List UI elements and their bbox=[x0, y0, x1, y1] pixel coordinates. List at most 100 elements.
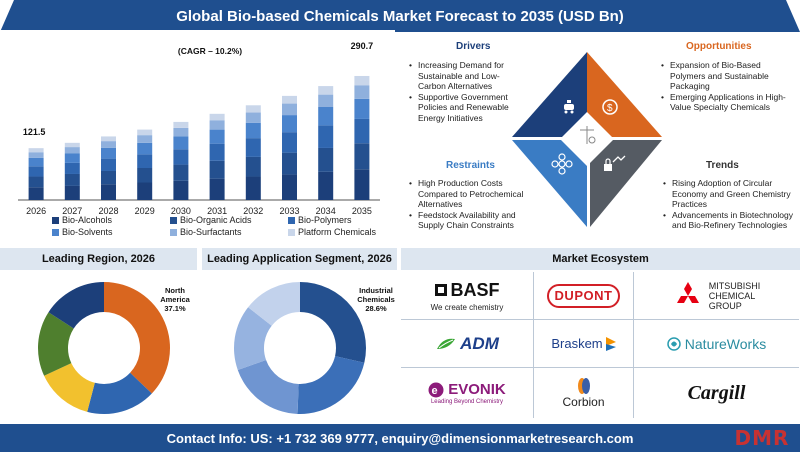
driver-item: Supportive Government Policies and Renew… bbox=[408, 92, 526, 124]
driver-item: Increasing Demand for Sustainable and Lo… bbox=[408, 60, 526, 92]
bar-segment-bio-solvents bbox=[64, 153, 80, 163]
bar-segment-bio-polymers bbox=[173, 149, 189, 165]
legend-swatch bbox=[288, 228, 295, 236]
mitsubishi-line2: CHEMICAL bbox=[708, 290, 756, 301]
evonik-e-icon: e bbox=[428, 382, 444, 397]
basf-logo: BASF We create chemistry bbox=[401, 272, 534, 320]
legend-swatch bbox=[170, 228, 177, 236]
bar-segment-platform-chemicals bbox=[101, 136, 116, 142]
donut-slice bbox=[234, 307, 272, 370]
bar-segment-bio-surfactants bbox=[173, 127, 189, 137]
trends-quadrant bbox=[590, 140, 662, 227]
legend-item: Bio-Organic Acids bbox=[170, 215, 288, 225]
bar-segment-platform-chemicals bbox=[245, 105, 261, 113]
application-heading: Leading Application Segment, 2026 bbox=[202, 248, 397, 270]
bar-segment-platform-chemicals bbox=[318, 86, 334, 95]
natureworks-swirl-icon bbox=[667, 336, 681, 351]
bar-segment-bio-surfactants bbox=[282, 103, 297, 116]
evonik-tagline: Leading Beyond Chemistry bbox=[430, 399, 504, 405]
bar-segment-bio-polymers bbox=[245, 138, 261, 157]
trend-item: Advancements in Biotechnology and Bio-Re… bbox=[662, 210, 794, 231]
braskem-name: Braskem bbox=[551, 336, 603, 351]
legend-swatch bbox=[52, 216, 59, 224]
donut-slice bbox=[87, 372, 152, 414]
trend-item: Rising Adoption of Circular Economy and … bbox=[662, 178, 794, 210]
bar-segment-bio-polymers bbox=[28, 166, 44, 177]
bar-segment-bio-alcohols bbox=[282, 174, 297, 200]
region-donut-chart bbox=[38, 282, 171, 414]
bar-segment-bio-alcohols bbox=[209, 178, 225, 200]
bar-segment-bio-solvents bbox=[101, 147, 116, 159]
bar-segment-bio-surfactants bbox=[354, 85, 370, 99]
bar-segment-bio-alcohols bbox=[137, 182, 153, 200]
bar-segment-bio-organic-acids bbox=[137, 168, 153, 183]
basf-tagline: We create chemistry bbox=[430, 302, 504, 312]
bar-segment-bio-polymers bbox=[354, 118, 370, 144]
corbion-logo: Corbion bbox=[534, 368, 634, 418]
last-value-label: 290.7 bbox=[351, 41, 374, 51]
donut-slice bbox=[300, 282, 366, 363]
bar-segment-bio-alcohols bbox=[173, 180, 189, 200]
legend-item: Bio-Alcohols bbox=[52, 215, 170, 225]
bar-segment-bio-organic-acids bbox=[64, 173, 80, 186]
bar-segment-bio-alcohols bbox=[28, 187, 44, 200]
donut-slice bbox=[48, 282, 104, 329]
bar-segment-platform-chemicals bbox=[28, 148, 44, 153]
bar-segment-bio-polymers bbox=[137, 154, 153, 168]
bar-segment-bio-solvents bbox=[282, 115, 297, 133]
donut-slice bbox=[104, 282, 171, 394]
drivers-quadrant bbox=[512, 52, 587, 137]
braskem-shape-icon bbox=[605, 336, 616, 351]
bar-segment-bio-solvents bbox=[245, 122, 261, 139]
bar-segment-platform-chemicals bbox=[173, 121, 189, 128]
x-tick-label: 2034 bbox=[316, 206, 336, 216]
corbion-name: Corbion bbox=[562, 395, 605, 409]
bar-segment-bio-polymers bbox=[282, 132, 297, 153]
legend-swatch bbox=[170, 216, 177, 224]
opportunity-item: Emerging Applications in High-Value Spec… bbox=[660, 92, 790, 113]
market-forecast-bar-chart: 2026 2027 2028 2029 2030 2031 2032 2033 2034 2035… bbox=[0, 30, 395, 245]
bar-segment-bio-solvents bbox=[137, 142, 153, 155]
bar-segment-platform-chemicals bbox=[282, 95, 297, 104]
x-tick-label: 2028 bbox=[98, 206, 118, 216]
bar-segment-bio-organic-acids bbox=[209, 160, 225, 179]
legend-item: Platform Chemicals bbox=[288, 227, 398, 237]
natureworks-name: NatureWorks bbox=[684, 335, 767, 352]
trends-list: Rising Adoption of Circular Economy and … bbox=[662, 178, 794, 231]
restraints-list: High Production Costs Compared to Petroc… bbox=[408, 178, 526, 231]
donut-slice bbox=[248, 282, 300, 326]
region-label-value: 37.1% bbox=[164, 304, 186, 313]
adm-leaf-icon bbox=[437, 338, 456, 349]
legend-swatch bbox=[288, 216, 295, 224]
bar-segment-bio-alcohols bbox=[245, 176, 261, 200]
region-label-name: North America bbox=[160, 286, 190, 304]
bar-segment-bio-surfactants bbox=[137, 135, 153, 143]
basf-cube-icon bbox=[434, 284, 447, 296]
region-label: North America 37.1% bbox=[155, 286, 195, 313]
restraint-item: High Production Costs Compared to Petroc… bbox=[408, 178, 526, 210]
donut-slice bbox=[38, 312, 74, 376]
bar-segment-bio-solvents bbox=[173, 136, 189, 150]
bar-segment-bio-solvents bbox=[209, 129, 225, 144]
chart-legend: Bio-Alcohols Bio-Organic Acids Bio-Polym… bbox=[52, 215, 392, 237]
dmr-logo: DMR bbox=[734, 426, 790, 450]
bar-segment-bio-surfactants bbox=[209, 120, 225, 130]
bar-segment-platform-chemicals bbox=[354, 75, 370, 86]
donut-slice bbox=[297, 356, 365, 414]
page-title: Global Bio-based Chemicals Market Foreca… bbox=[0, 0, 800, 32]
application-label-name: Industrial Chemicals bbox=[357, 286, 395, 304]
legend-item: Bio-Surfactants bbox=[170, 227, 288, 237]
application-label-value: 28.6% bbox=[365, 304, 387, 313]
x-tick-label: 2035 bbox=[352, 206, 372, 216]
legend-label: Platform Chemicals bbox=[298, 227, 377, 237]
application-donut-chart bbox=[234, 282, 366, 414]
mitsubishi-line1: MITSUBISHI bbox=[708, 280, 761, 291]
bar-segment-platform-chemicals bbox=[137, 129, 153, 136]
bar-segment-bio-alcohols bbox=[354, 169, 370, 200]
donut-slice bbox=[237, 359, 299, 414]
adm-logo: ADM bbox=[401, 320, 534, 368]
bar-segment-bio-surfactants bbox=[318, 94, 334, 107]
dupont-name: DUPONT bbox=[554, 287, 613, 303]
scale-icon bbox=[580, 126, 596, 144]
dollar-cycle-icon: $ bbox=[602, 99, 618, 115]
